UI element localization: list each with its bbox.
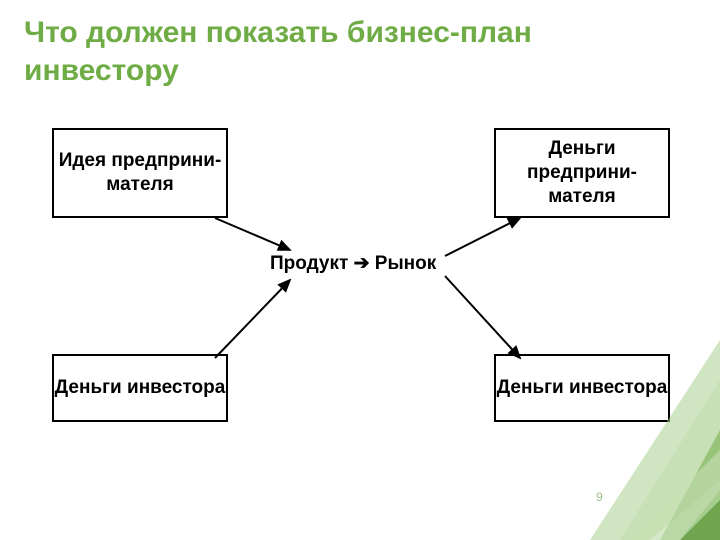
center-text-right: Рынок: [375, 253, 437, 274]
arrow-right-icon: ➔: [354, 253, 370, 274]
arrow-bl-to-center: [215, 280, 290, 358]
arrow-tl-to-center: [215, 218, 290, 250]
slide-title: Что должен показать бизнес-план инвестор…: [24, 14, 684, 89]
center-label-product-market: Продукт ➔ Рынок: [270, 252, 436, 275]
box-label: Деньги предприни-мателя: [496, 137, 668, 208]
slide: { "title": { "text": "Что должен показат…: [0, 0, 720, 540]
corner-decoration: [570, 340, 720, 540]
arrow-center-to-tr: [445, 218, 520, 256]
box-money-entrepreneur: Деньги предприни-мателя: [494, 128, 670, 218]
box-label: Деньги инвестора: [55, 376, 226, 400]
box-money-investor-left: Деньги инвестора: [52, 354, 228, 422]
arrow-center-to-br: [445, 276, 520, 358]
center-text-left: Продукт: [270, 253, 348, 274]
box-label: Идея предприни-мателя: [54, 149, 226, 197]
box-idea-entrepreneur: Идея предприни-мателя: [52, 128, 228, 218]
